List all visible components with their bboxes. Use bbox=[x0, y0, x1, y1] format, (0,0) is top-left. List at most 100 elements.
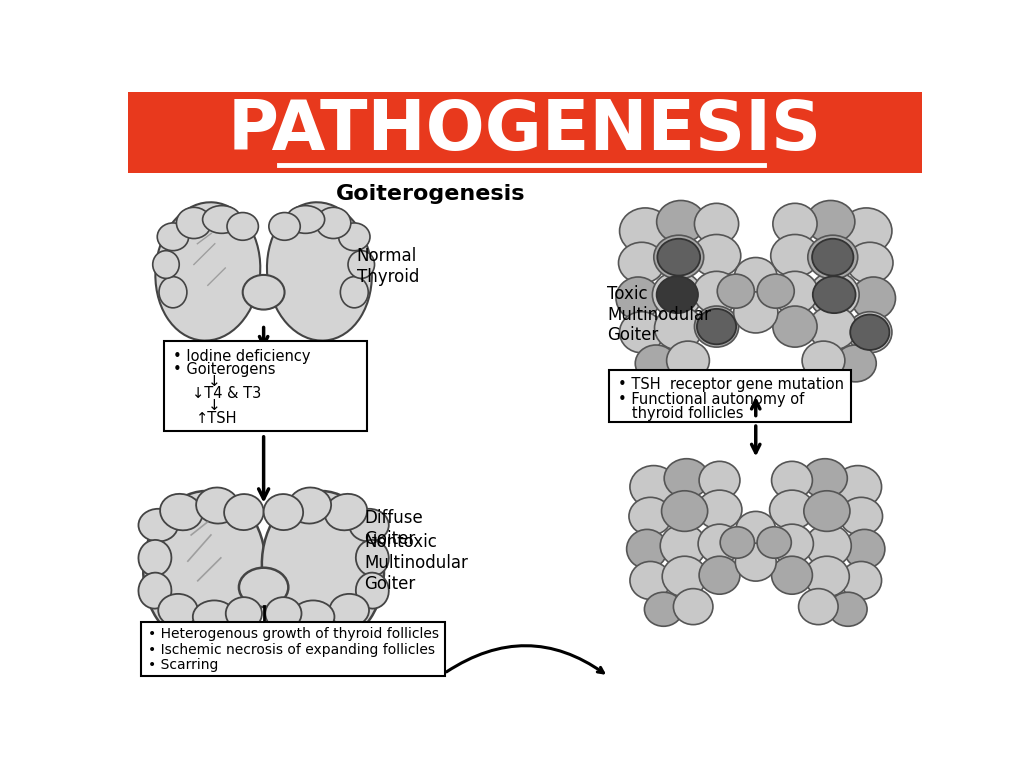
Ellipse shape bbox=[802, 341, 845, 380]
Ellipse shape bbox=[630, 561, 671, 600]
Ellipse shape bbox=[325, 494, 368, 530]
Ellipse shape bbox=[239, 568, 289, 607]
Ellipse shape bbox=[699, 556, 740, 594]
Ellipse shape bbox=[159, 594, 198, 627]
Ellipse shape bbox=[227, 212, 258, 240]
Ellipse shape bbox=[262, 491, 384, 644]
Ellipse shape bbox=[269, 212, 300, 240]
Ellipse shape bbox=[697, 490, 742, 529]
Ellipse shape bbox=[847, 242, 893, 283]
Text: Normal
Thyroid: Normal Thyroid bbox=[356, 248, 419, 286]
Ellipse shape bbox=[657, 239, 700, 275]
Ellipse shape bbox=[618, 242, 665, 283]
Ellipse shape bbox=[835, 345, 877, 382]
Ellipse shape bbox=[736, 512, 775, 548]
Ellipse shape bbox=[138, 573, 171, 608]
Ellipse shape bbox=[349, 509, 389, 542]
FancyBboxPatch shape bbox=[609, 370, 851, 422]
Ellipse shape bbox=[720, 527, 755, 558]
Text: thyroid follicles: thyroid follicles bbox=[617, 407, 743, 421]
Ellipse shape bbox=[340, 277, 369, 308]
Ellipse shape bbox=[265, 597, 301, 630]
Ellipse shape bbox=[804, 491, 850, 532]
Ellipse shape bbox=[771, 524, 813, 564]
Ellipse shape bbox=[805, 525, 851, 567]
Ellipse shape bbox=[835, 466, 882, 508]
Ellipse shape bbox=[143, 491, 265, 644]
Ellipse shape bbox=[694, 203, 738, 245]
Text: • Functional autonomy of: • Functional autonomy of bbox=[617, 393, 804, 407]
Ellipse shape bbox=[840, 497, 883, 535]
Ellipse shape bbox=[665, 459, 709, 498]
Ellipse shape bbox=[627, 529, 668, 568]
Ellipse shape bbox=[808, 235, 858, 279]
Ellipse shape bbox=[153, 251, 179, 278]
Ellipse shape bbox=[697, 309, 736, 344]
Ellipse shape bbox=[197, 488, 239, 524]
Ellipse shape bbox=[773, 203, 817, 245]
Ellipse shape bbox=[692, 235, 740, 277]
Ellipse shape bbox=[828, 592, 867, 627]
Ellipse shape bbox=[674, 588, 713, 624]
FancyBboxPatch shape bbox=[165, 341, 368, 431]
Ellipse shape bbox=[772, 272, 818, 314]
Ellipse shape bbox=[158, 223, 188, 251]
Ellipse shape bbox=[176, 207, 211, 239]
Ellipse shape bbox=[159, 277, 187, 308]
Ellipse shape bbox=[629, 497, 672, 535]
Ellipse shape bbox=[138, 540, 171, 576]
Ellipse shape bbox=[630, 466, 677, 508]
Ellipse shape bbox=[316, 207, 351, 239]
Ellipse shape bbox=[662, 491, 708, 532]
Ellipse shape bbox=[243, 275, 285, 310]
Bar bbox=[128, 92, 922, 173]
Ellipse shape bbox=[773, 306, 817, 347]
Ellipse shape bbox=[292, 601, 335, 633]
Ellipse shape bbox=[348, 251, 375, 278]
Ellipse shape bbox=[644, 592, 683, 627]
Ellipse shape bbox=[844, 529, 885, 568]
Text: ↓T4 & T3: ↓T4 & T3 bbox=[193, 386, 261, 401]
Ellipse shape bbox=[841, 561, 882, 600]
Ellipse shape bbox=[799, 588, 838, 624]
Text: • TSH  receptor gene mutation: • TSH receptor gene mutation bbox=[617, 377, 844, 392]
Ellipse shape bbox=[656, 200, 706, 243]
Ellipse shape bbox=[654, 306, 703, 350]
Ellipse shape bbox=[652, 272, 702, 318]
Text: • Scarring: • Scarring bbox=[148, 658, 218, 672]
Ellipse shape bbox=[717, 274, 755, 308]
Ellipse shape bbox=[656, 276, 698, 313]
Ellipse shape bbox=[694, 306, 738, 347]
Ellipse shape bbox=[841, 208, 892, 254]
Text: • Ischemic necrosis of expanding follicles: • Ischemic necrosis of expanding follicl… bbox=[148, 643, 435, 657]
Ellipse shape bbox=[138, 509, 178, 542]
Ellipse shape bbox=[616, 277, 660, 320]
Ellipse shape bbox=[224, 494, 263, 530]
Ellipse shape bbox=[156, 202, 260, 341]
Text: ↓: ↓ bbox=[208, 374, 220, 389]
Ellipse shape bbox=[771, 235, 819, 277]
Ellipse shape bbox=[851, 277, 896, 320]
Text: Diffuse
Goiter: Diffuse Goiter bbox=[365, 509, 423, 548]
Ellipse shape bbox=[620, 208, 671, 254]
Ellipse shape bbox=[770, 490, 814, 529]
Ellipse shape bbox=[734, 258, 777, 297]
Ellipse shape bbox=[203, 206, 241, 233]
Ellipse shape bbox=[803, 459, 847, 498]
Text: Goiterogenesis: Goiterogenesis bbox=[336, 183, 525, 204]
Ellipse shape bbox=[620, 311, 664, 353]
Ellipse shape bbox=[355, 540, 389, 576]
Ellipse shape bbox=[355, 573, 389, 608]
Text: ↑TSH: ↑TSH bbox=[197, 411, 238, 426]
Ellipse shape bbox=[289, 488, 331, 524]
Ellipse shape bbox=[848, 311, 892, 353]
Text: PATHOGENESIS: PATHOGENESIS bbox=[227, 97, 822, 164]
Ellipse shape bbox=[193, 601, 236, 633]
Ellipse shape bbox=[805, 556, 849, 597]
Ellipse shape bbox=[339, 223, 370, 251]
Ellipse shape bbox=[813, 276, 856, 313]
Text: • Goiterogens: • Goiterogens bbox=[173, 361, 275, 377]
Text: • Iodine deficiency: • Iodine deficiency bbox=[173, 349, 310, 364]
Ellipse shape bbox=[160, 494, 203, 530]
Ellipse shape bbox=[653, 235, 703, 279]
